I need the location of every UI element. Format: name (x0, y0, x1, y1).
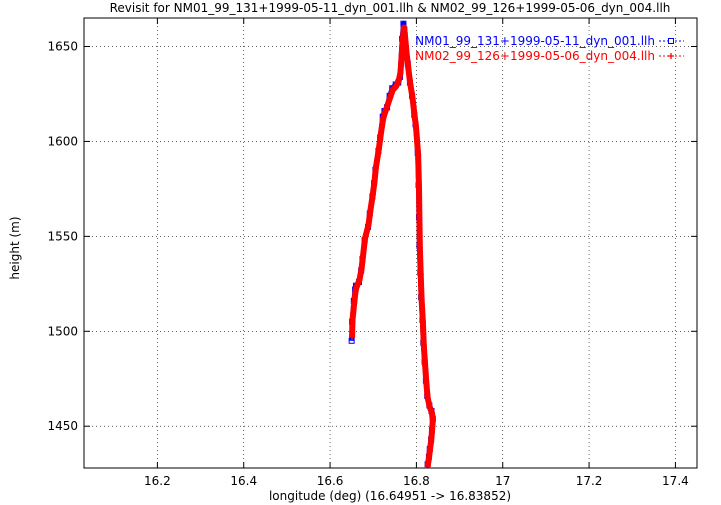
x-tick-label: 16.8 (403, 474, 430, 488)
legend-entry-nm01: NM01_99_131+1999-05-11_dyn_001.llh (415, 34, 684, 48)
y-tick-label: 1600 (47, 134, 78, 148)
grid (84, 18, 697, 468)
legend-entry-nm01-marker (668, 38, 674, 44)
series-nm02-line (349, 24, 436, 467)
series-nm02 (349, 24, 436, 468)
plot-area (348, 20, 436, 468)
legend-entry-nm02-marker (668, 53, 674, 59)
series-nm02-point (415, 151, 422, 158)
chart-title: Revisit for NM01_99_131+1999-05-11_dyn_0… (110, 1, 671, 15)
y-tick-label: 1500 (47, 324, 78, 338)
series-nm02-point (428, 428, 435, 435)
series-nm02-point (375, 146, 382, 153)
series-nm02-point (367, 208, 374, 215)
series-nm02-point (399, 39, 406, 46)
series-nm02-point (384, 102, 391, 109)
axis-ticks: 16.2 16.4 16.6 16.8 17 17.2 17.4 1450 1500 1550 16… (47, 18, 697, 488)
series-nm02-point (416, 244, 423, 251)
x-tick-label: 17.4 (662, 474, 689, 488)
series-nm02-point (369, 191, 376, 198)
series-nm02-point (353, 284, 360, 291)
series-nm02-point (359, 254, 366, 261)
y-tick-label: 1650 (47, 39, 78, 53)
series-nm02-point (426, 404, 433, 411)
series-nm02-point (418, 296, 425, 303)
series-nm02-point (372, 165, 379, 171)
series-nm02-point (419, 318, 426, 325)
series-nm02-point (349, 316, 356, 323)
x-tick-label: 16.2 (144, 474, 171, 488)
series-nm02-point (425, 455, 432, 462)
series-nm02-point (423, 379, 430, 386)
legend-entry-nm02-label: NM02_99_126+1999-05-06_dyn_004.llh (415, 49, 655, 63)
series-nm02-point (371, 178, 378, 185)
x-tick-label: 16.6 (317, 474, 344, 488)
series-nm02-point (362, 235, 369, 242)
legend-entry-nm01-label: NM01_99_131+1999-05-11_dyn_001.llh (415, 34, 655, 48)
series-nm02-point (397, 70, 404, 77)
x-tick-label: 16.4 (230, 474, 257, 488)
series-nm02-point (416, 216, 423, 223)
series-nm02-point (409, 94, 416, 101)
series-nm02-point (389, 87, 396, 94)
series-nm02-point (387, 94, 394, 101)
series-nm02-point (400, 24, 407, 31)
x-axis-label: longitude (deg) (16.64951 -> 16.83852) (269, 489, 511, 503)
series-nm02-point (424, 394, 431, 401)
series-nm02-point (377, 132, 384, 139)
series-nm02-point (405, 64, 412, 71)
series-nm02-point (393, 83, 400, 90)
series-nm02-point (420, 341, 427, 348)
series-nm02-point (407, 81, 414, 88)
y-tick-label: 1550 (47, 229, 78, 243)
series-nm02-point (352, 288, 359, 295)
series-nm02-point (424, 463, 431, 468)
series-nm02-point (365, 221, 372, 228)
x-tick-label: 17.2 (576, 474, 603, 488)
series-nm02-point (428, 438, 435, 445)
series-nm02-point (395, 77, 402, 84)
series-nm02-point (426, 447, 433, 454)
series-nm02-point (381, 109, 388, 116)
series-nm02-point (351, 299, 358, 306)
plot-frame (83, 17, 698, 469)
legend: NM01_99_131+1999-05-11_dyn_001.llhNM02_9… (415, 34, 684, 63)
x-tick-label: 17 (495, 474, 510, 488)
y-axis-label: height (m) (8, 216, 22, 279)
series-nm02-point (401, 30, 408, 37)
series-nm02-point (349, 333, 356, 340)
series-nm02-point (411, 113, 418, 120)
series-nm02-point (356, 277, 363, 284)
series-nm02-point (412, 123, 419, 130)
series-nm02-point (429, 417, 436, 424)
series-nm02-point (415, 183, 422, 190)
series-nm02-point (422, 360, 429, 367)
series-nm02-point (380, 115, 387, 122)
legend-entry-nm02: NM02_99_126+1999-05-06_dyn_004.llh (415, 49, 684, 63)
series-nm02-point (417, 271, 424, 278)
series-nm02-point (428, 409, 435, 416)
y-tick-label: 1450 (47, 419, 78, 433)
series-nm02-point (403, 49, 410, 56)
series-nm02-point (358, 265, 365, 272)
